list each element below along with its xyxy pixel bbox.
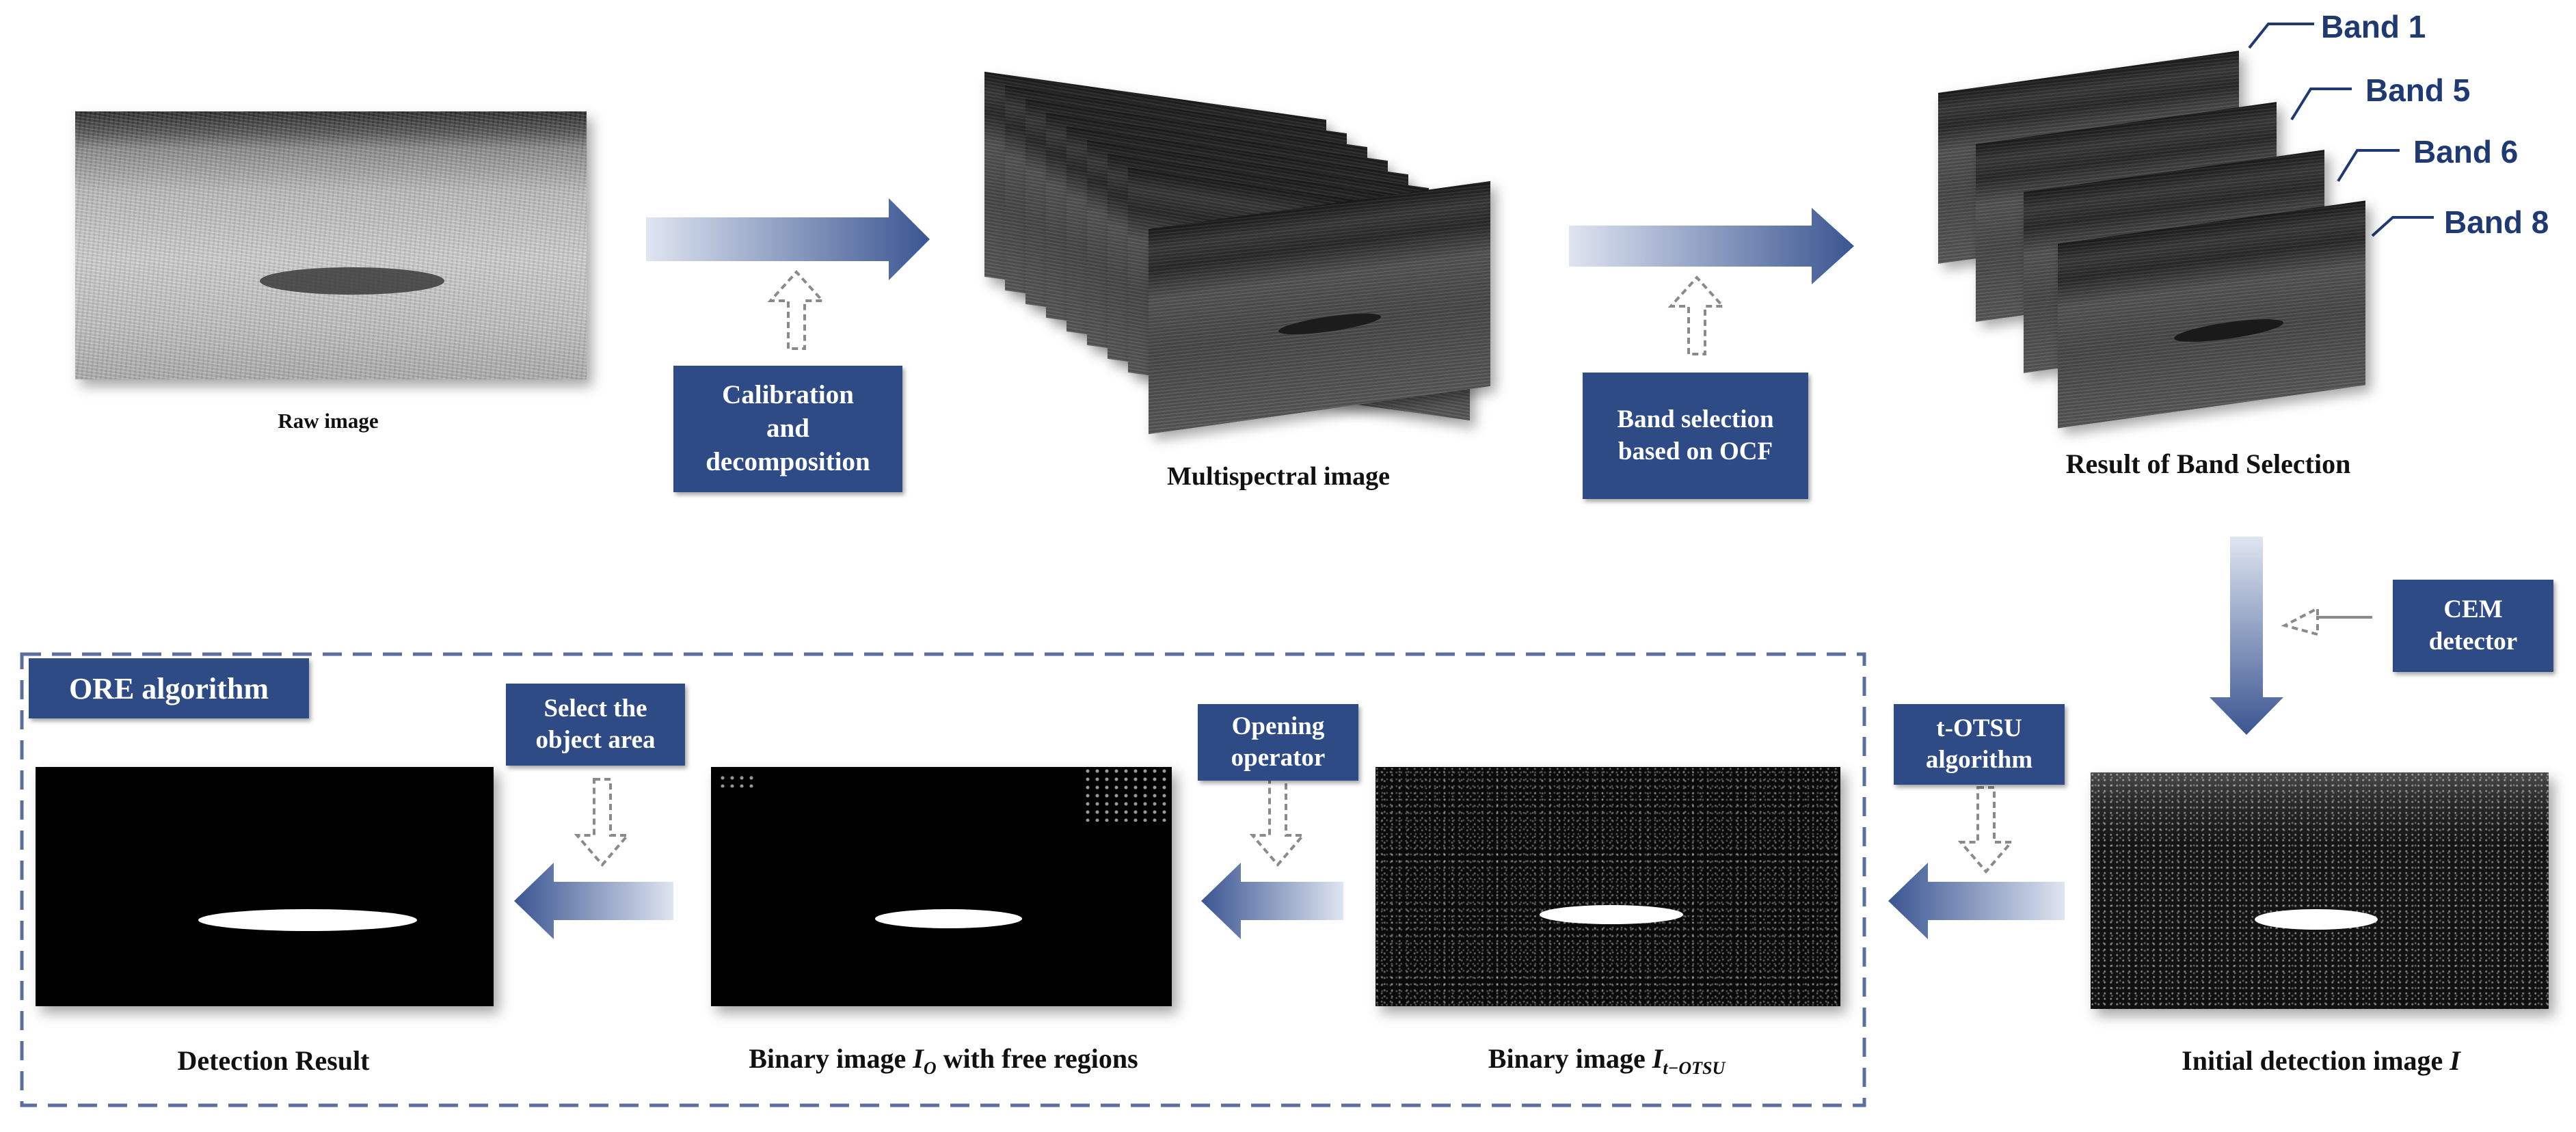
calibration-box: Calibration and decomposition: [673, 366, 902, 492]
band-label-6: Band 6: [2413, 134, 2519, 170]
arrow-raw-to-multispectral: [646, 198, 930, 280]
band-selection-box: Band selection based on OCF: [1583, 373, 1808, 499]
initial-detection-image: [2091, 772, 2549, 1009]
ore-dashed-frame: [20, 652, 1866, 1107]
arrow-multispectral-to-bands: [1569, 208, 1854, 284]
caption-raw-image: Raw image: [278, 409, 379, 433]
cem-box: CEM detector: [2393, 580, 2553, 672]
dashed-arrow-totsu: [1957, 786, 2015, 874]
dashed-arrow-cem: [2281, 606, 2372, 636]
arrow-initial-to-otsu: [1888, 863, 2065, 939]
totsu-box: t-OTSU algorithm: [1894, 704, 2065, 785]
arrow-open-to-result: [514, 863, 673, 939]
band1-leader: [2248, 23, 2314, 49]
band-label-1: Band 1: [2321, 9, 2426, 44]
caption-multispectral: Multispectral image: [1166, 462, 1391, 491]
raw-image: [75, 111, 587, 379]
caption-band-selection-result: Result of Band Selection: [2065, 448, 2351, 479]
band-label-5: Band 5: [2365, 72, 2471, 108]
band8-leader: [2371, 216, 2434, 237]
arrow-otsu-to-open: [1201, 863, 1343, 939]
dashed-arrow-opening: [1249, 778, 1306, 867]
select-box: Select the object area: [506, 684, 685, 766]
dashed-arrow-select: [574, 778, 631, 867]
arrow-bands-to-initial: [2210, 537, 2283, 735]
ore-algorithm-label: ORE algorithm: [29, 658, 309, 718]
opening-box: Opening operator: [1198, 704, 1358, 781]
detection-result-image: [36, 767, 494, 1006]
band6-leader: [2337, 149, 2400, 183]
dashed-arrow-calibration: [767, 270, 826, 350]
band5-leader: [2290, 87, 2352, 121]
binary-otsu-image: [1376, 767, 1840, 1006]
caption-binary-open: Binary image IO with free regions: [749, 1043, 1138, 1078]
binary-open-image: [711, 767, 1172, 1006]
caption-binary-otsu: Binary image It−OTSU: [1488, 1043, 1726, 1078]
band-label-8: Band 8: [2444, 204, 2549, 240]
caption-detection-result: Detection Result: [177, 1045, 370, 1076]
caption-initial-detection: Initial detection image I: [2182, 1045, 2460, 1076]
dashed-arrow-band-selection: [1667, 275, 1726, 355]
